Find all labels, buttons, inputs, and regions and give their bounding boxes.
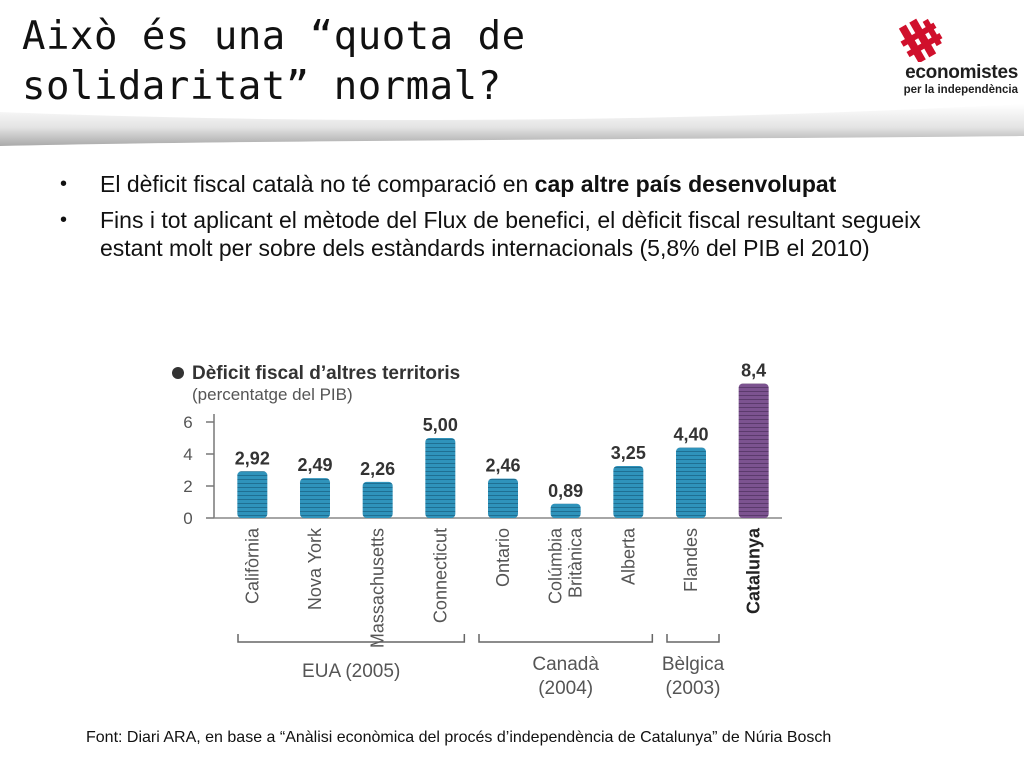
logo-mark-icon: [898, 18, 943, 62]
bar-value-label: 2,26: [360, 459, 395, 479]
bar-1: [300, 478, 330, 518]
bullet-text: El dèficit fiscal català no té comparaci…: [100, 171, 535, 197]
bar-value-label: 8,4: [741, 361, 766, 381]
group-bracket: [478, 634, 654, 643]
bullet-dot: •: [60, 209, 68, 231]
category-label: Britànica: [566, 527, 586, 598]
category-label: Massachusetts: [368, 528, 388, 648]
category-label: Connecticut: [430, 528, 450, 623]
y-tick-label: 2: [183, 477, 192, 496]
title-swoosh: [0, 104, 1024, 146]
group-year-label: (2003): [666, 678, 721, 699]
bar-value-label: 4,40: [673, 425, 708, 445]
slide-title: Això és una “quota de solidaritat” norma…: [22, 14, 526, 109]
y-tick-label: 6: [183, 413, 192, 432]
logo: economistes per la independència: [898, 16, 1018, 100]
bar-value-label: 2,49: [297, 455, 332, 475]
bar-value-label: 5,00: [423, 415, 458, 435]
bar-2: [362, 481, 393, 518]
chart-title-bullet-icon: [172, 367, 184, 379]
group-year-label: (2004): [538, 678, 593, 699]
title-band: Això és una “quota de solidaritat” norma…: [0, 0, 1024, 150]
category-label: Colúmbia: [546, 527, 566, 604]
category-label: Ontario: [493, 528, 513, 587]
logo-name: economistes: [905, 62, 1018, 83]
bar-0: [237, 471, 268, 518]
group-label: Bèlgica: [662, 654, 725, 675]
deficit-chart: Dèficit fiscal d’altres territoris (perce…: [160, 352, 800, 724]
bar-7: [676, 447, 706, 518]
bullet-list: • El dèficit fiscal català no té compara…: [58, 170, 938, 270]
bullet-dot: •: [60, 173, 68, 195]
bar-value-label: 0,89: [548, 481, 583, 501]
source-note: Font: Diari ARA, en base a “Anàlisi econ…: [86, 729, 832, 746]
bar-8: [738, 383, 769, 518]
category-label: Califòrnia: [242, 527, 262, 604]
group-label: Canadà: [532, 654, 599, 675]
bar-5: [550, 503, 581, 518]
y-tick-label: 0: [183, 509, 192, 528]
bar-value-label: 2,92: [235, 448, 270, 468]
category-label: Catalunya: [744, 527, 764, 614]
group-label: EUA (2005): [302, 661, 400, 682]
group-bracket: [237, 634, 466, 643]
bar-value-label: 2,46: [485, 456, 520, 476]
bar-value-label: 3,25: [611, 443, 646, 463]
bar-4: [488, 478, 518, 518]
category-label: Alberta: [618, 527, 638, 585]
chart-title: Dèficit fiscal d’altres territoris: [192, 363, 460, 384]
category-label: Nova York: [305, 527, 325, 610]
chart-canvas: Dèficit fiscal d’altres territoris(perce…: [172, 361, 782, 699]
category-label: Flandes: [681, 528, 701, 592]
bullet-text: Fins i tot aplicant el mètode del Flux d…: [100, 207, 921, 261]
bar-3: [425, 438, 456, 518]
y-tick-label: 4: [183, 445, 192, 464]
bullet-bold-text: cap altre país desenvolupat: [534, 171, 837, 197]
logo-subtitle: per la independència: [903, 84, 1018, 96]
chart-subtitle: (percentatge del PIB): [192, 385, 353, 404]
bullet-item: • El dèficit fiscal català no té compara…: [58, 170, 938, 198]
group-bracket: [666, 634, 720, 643]
bullet-item: • Fins i tot aplicant el mètode del Flux…: [58, 206, 938, 262]
bar-6: [613, 466, 644, 518]
